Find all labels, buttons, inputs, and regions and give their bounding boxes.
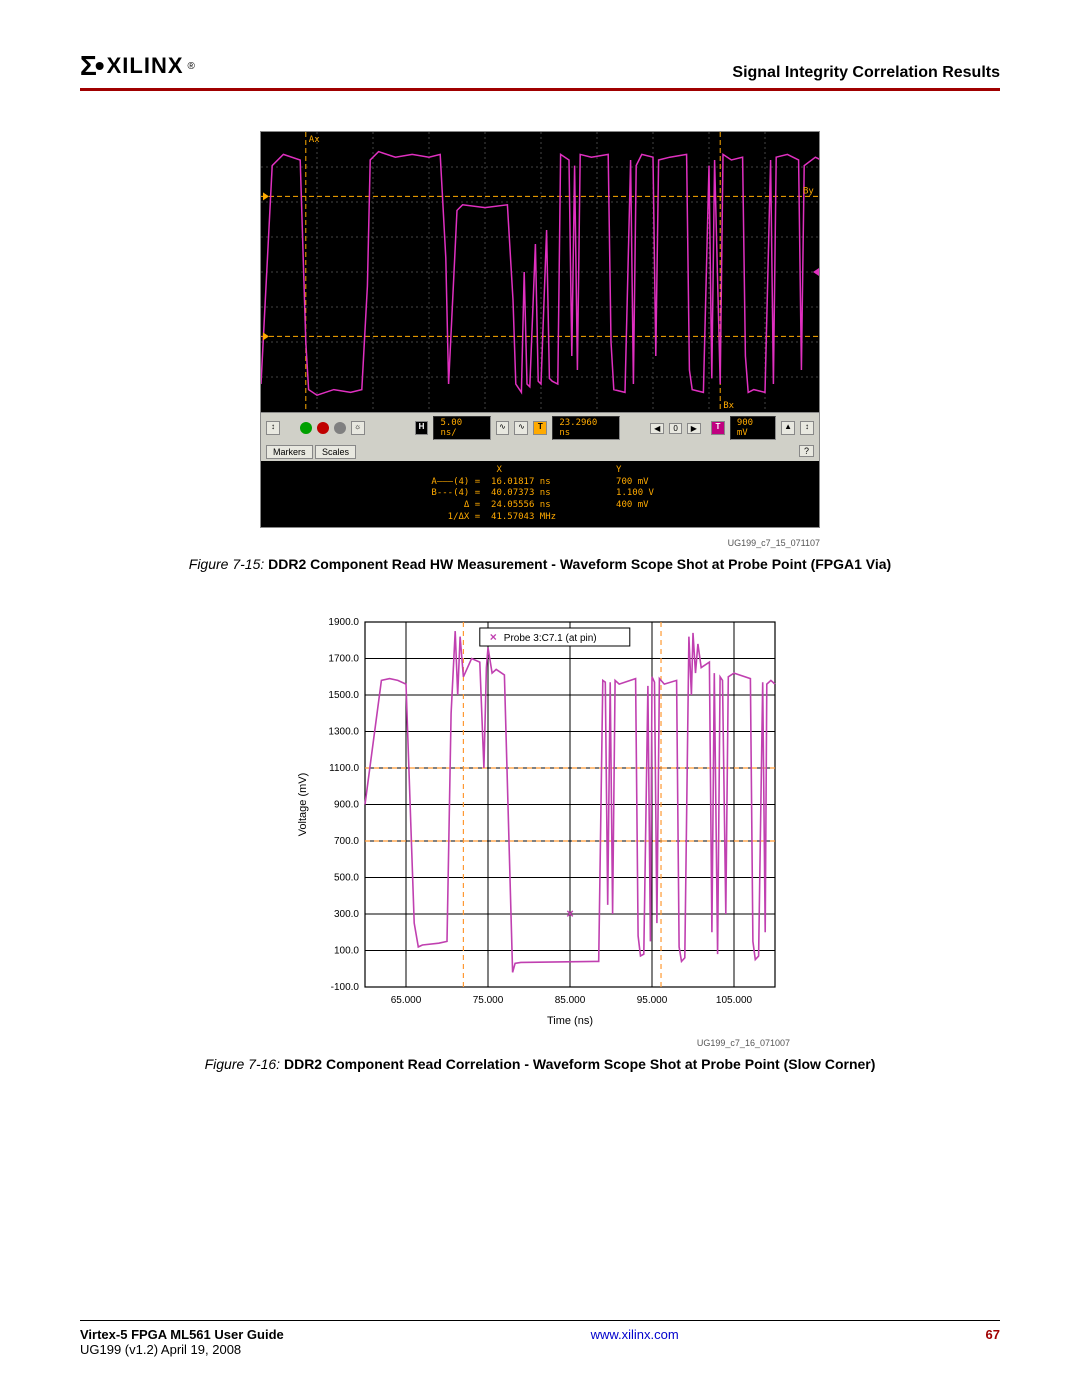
figure16-caption: Figure 7-16: DDR2 Component Read Correla…	[80, 1056, 1000, 1072]
toolbar-circle-1[interactable]	[300, 422, 312, 434]
chart-svg: × -100.0 100.0 300.0 500.0 700.0 900.0 1100.0 13…	[290, 612, 790, 1032]
nav-left-button[interactable]: ◀	[650, 423, 664, 434]
xilinx-logo: Σ• XILINX ®	[80, 50, 195, 82]
svg-text:Time (ns): Time (ns)	[547, 1015, 593, 1027]
markers-tab[interactable]: Markers	[266, 445, 313, 459]
svg-text:Probe 3:C7.1 (at pin): Probe 3:C7.1 (at pin)	[504, 633, 597, 644]
toolbar-t-icon[interactable]: T	[533, 421, 547, 435]
scope-tabs: Markers Scales ?	[261, 443, 819, 461]
correlation-chart: × -100.0 100.0 300.0 500.0 700.0 900.0 1100.0 13…	[290, 612, 790, 1032]
nav-zero-button[interactable]: 0	[669, 423, 681, 434]
xilinx-url-link[interactable]: www.xilinx.com	[591, 1327, 679, 1342]
scope-status-bar: X A———(4) = 16.01817 ns B---(4) = 40.073…	[261, 461, 819, 527]
toolbar-circle-3[interactable]	[334, 422, 346, 434]
footer-left: Virtex-5 FPGA ML561 User Guide UG199 (v1…	[80, 1327, 284, 1357]
toolbar-updown2-icon[interactable]: ↕	[800, 421, 814, 435]
delay-field[interactable]: 23.2960 ns	[552, 416, 620, 440]
svg-text:700.0: 700.0	[334, 836, 359, 847]
svg-text:100.0: 100.0	[334, 946, 359, 957]
logo-text: XILINX	[107, 53, 184, 79]
page-number: 67	[986, 1327, 1000, 1357]
figure15-ref-id: UG199_c7_15_071107	[260, 538, 820, 548]
figure15-text: DDR2 Component Read HW Measurement - Wav…	[268, 556, 891, 572]
toolbar-h-icon[interactable]: H	[415, 421, 429, 435]
svg-text:75.000: 75.000	[473, 995, 504, 1006]
svg-text:1300.0: 1300.0	[328, 727, 359, 738]
page-footer: Virtex-5 FPGA ML561 User Guide UG199 (v1…	[80, 1320, 1000, 1357]
vscale-field[interactable]: 900 mV	[730, 416, 776, 440]
figure15-caption: Figure 7-15: DDR2 Component Read HW Meas…	[80, 556, 1000, 572]
scope-waveform-svg: Ax By Bx	[261, 132, 819, 412]
section-title: Signal Integrity Correlation Results	[732, 64, 1000, 82]
svg-text:×: ×	[566, 906, 574, 921]
svg-text:105.000: 105.000	[716, 995, 753, 1006]
svg-text:500.0: 500.0	[334, 873, 359, 884]
toolbar-circle-2[interactable]	[317, 422, 329, 434]
figure16-ref-id: UG199_c7_16_071007	[290, 1038, 790, 1048]
guide-title: Virtex-5 FPGA ML561 User Guide	[80, 1327, 284, 1342]
svg-text:By: By	[803, 186, 814, 196]
scope-screen: Ax By Bx	[261, 132, 819, 412]
svg-text:900.0: 900.0	[334, 800, 359, 811]
svg-text:Ax: Ax	[309, 135, 320, 145]
svg-text:300.0: 300.0	[334, 909, 359, 920]
toolbar-updown-icon[interactable]: ▲	[781, 421, 795, 435]
svg-text:85.000: 85.000	[555, 995, 586, 1006]
toolbar-sun-icon[interactable]: ☼	[351, 421, 365, 435]
logo-registered: ®	[188, 61, 195, 72]
svg-text:95.000: 95.000	[637, 995, 668, 1006]
svg-text:Voltage (mV): Voltage (mV)	[297, 773, 309, 837]
svg-text:1100.0: 1100.0	[329, 763, 359, 774]
svg-text:1500.0: 1500.0	[328, 690, 359, 701]
figure15-number: Figure 7-15:	[189, 556, 264, 572]
toolbar-t2-icon[interactable]: T	[711, 421, 725, 435]
timebase-field[interactable]: 5.00 ns/	[433, 416, 490, 440]
svg-text:1900.0: 1900.0	[328, 617, 359, 628]
svg-text:-100.0: -100.0	[331, 982, 360, 993]
status-x-column: X A———(4) = 16.01817 ns B---(4) = 40.073…	[426, 465, 556, 523]
toolbar-up-icon[interactable]: ↕	[266, 421, 280, 435]
doc-revision: UG199 (v1.2) April 19, 2008	[80, 1342, 284, 1357]
toolbar-wave2-icon[interactable]: ∿	[514, 421, 528, 435]
footer-center: www.xilinx.com	[591, 1327, 679, 1357]
figure16-text: DDR2 Component Read Correlation - Wavefo…	[284, 1056, 875, 1072]
nav-right-button[interactable]: ▶	[687, 423, 701, 434]
svg-text:65.000: 65.000	[391, 995, 422, 1006]
svg-text:Bx: Bx	[723, 401, 734, 411]
page-header: Σ• XILINX ® Signal Integrity Correlation…	[80, 50, 1000, 91]
scope-toolbar: ↕ ☼ H 5.00 ns/ ∿ ∿ T 23.2960 ns ◀ 0 ▶ T …	[261, 412, 819, 443]
scales-tab[interactable]: Scales	[315, 445, 356, 459]
scope-window: Ax By Bx ↕ ☼ H 5.00 ns/ ∿ ∿ T 23.2960 ns ◀…	[260, 131, 820, 528]
svg-text:1700.0: 1700.0	[328, 654, 359, 665]
help-button[interactable]: ?	[799, 445, 814, 457]
logo-symbol: Σ•	[80, 50, 103, 82]
svg-text:×: ×	[490, 630, 497, 644]
figure16-number: Figure 7-16:	[205, 1056, 280, 1072]
toolbar-wave1-icon[interactable]: ∿	[496, 421, 510, 435]
status-y-column: Y 700 mV 1.100 V 400 mV	[616, 465, 654, 523]
